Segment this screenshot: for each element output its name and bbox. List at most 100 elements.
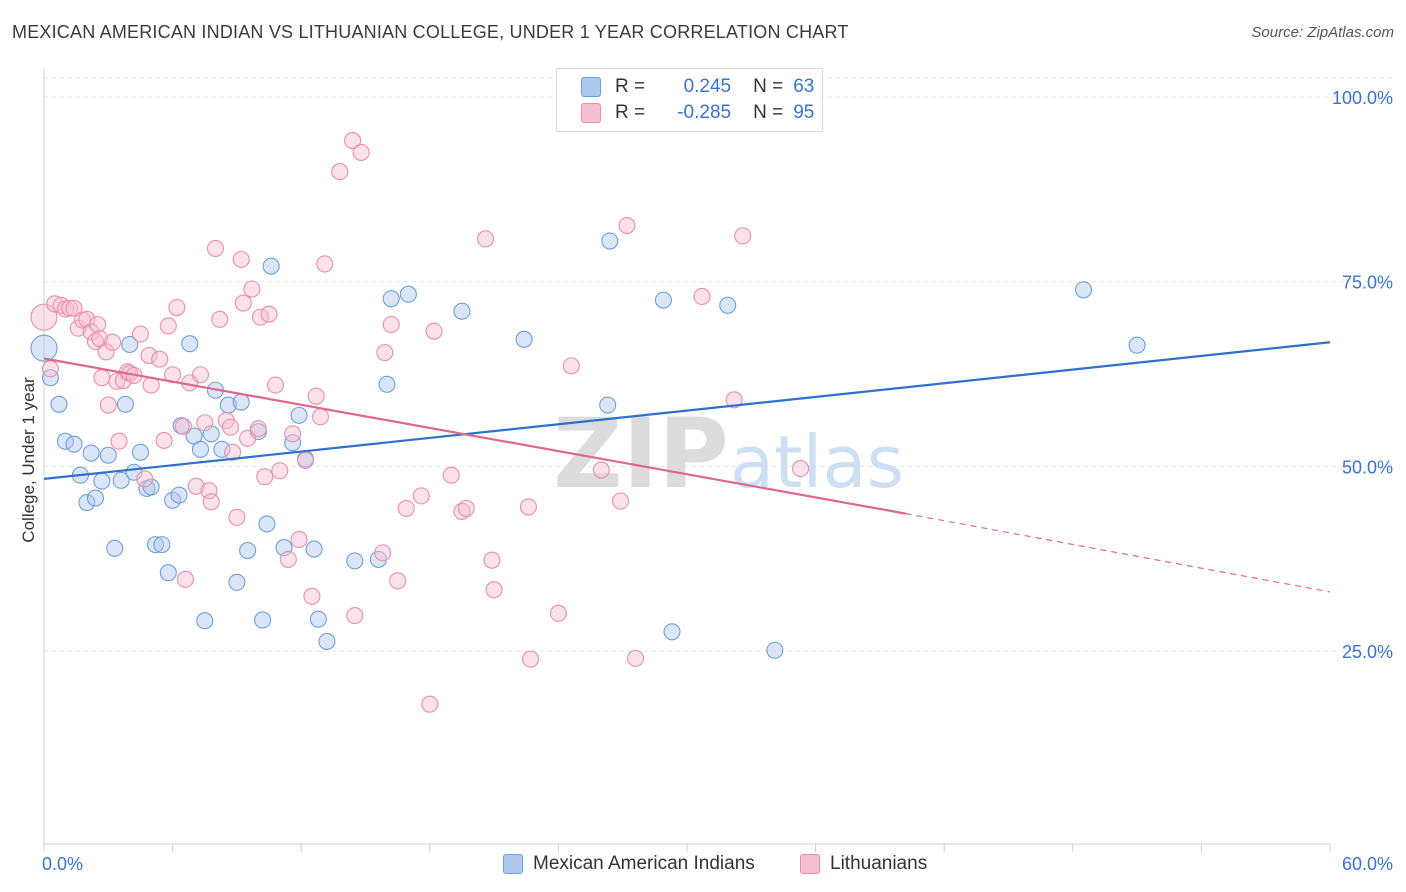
source-name[interactable]: ZipAtlas.com — [1307, 24, 1394, 41]
data-point[interactable] — [234, 294, 252, 312]
data-point[interactable] — [592, 461, 610, 479]
data-point[interactable] — [106, 539, 124, 557]
data-point[interactable] — [140, 346, 158, 365]
data-point[interactable] — [239, 429, 257, 447]
data-point[interactable] — [378, 375, 396, 393]
data-point[interactable] — [213, 440, 231, 458]
data-point[interactable] — [159, 564, 177, 582]
data-point[interactable] — [515, 330, 533, 348]
data-point[interactable] — [376, 344, 394, 362]
data-point[interactable] — [249, 420, 267, 438]
data-point[interactable] — [30, 334, 58, 362]
data-point[interactable] — [627, 649, 645, 667]
data-point[interactable] — [153, 536, 171, 554]
data-point[interactable] — [382, 315, 400, 334]
data-point[interactable] — [485, 581, 503, 599]
data-point[interactable] — [792, 459, 810, 478]
data-point[interactable] — [663, 623, 681, 641]
data-point[interactable] — [344, 132, 362, 150]
data-point[interactable] — [131, 443, 149, 461]
data-point[interactable] — [654, 291, 672, 309]
data-point[interactable] — [476, 230, 495, 248]
data-point[interactable] — [290, 530, 308, 549]
data-point[interactable] — [1074, 281, 1093, 299]
data-point[interactable] — [228, 508, 246, 526]
data-point[interactable] — [305, 540, 323, 558]
data-point[interactable] — [232, 250, 250, 269]
data-point[interactable] — [146, 536, 165, 554]
data-point[interactable] — [442, 466, 460, 484]
data-point[interactable] — [112, 471, 130, 489]
data-point[interactable] — [271, 462, 289, 480]
data-point[interactable] — [284, 434, 302, 452]
data-point[interactable] — [254, 611, 272, 629]
data-point[interactable] — [159, 317, 177, 335]
data-point[interactable] — [78, 310, 96, 328]
data-point[interactable] — [719, 296, 737, 314]
data-point[interactable] — [181, 335, 199, 353]
data-point[interactable] — [453, 302, 471, 320]
data-point[interactable] — [99, 396, 117, 414]
data-point[interactable] — [65, 299, 83, 317]
data-point[interactable] — [239, 541, 257, 560]
data-point[interactable] — [734, 227, 752, 245]
data-point[interactable] — [307, 387, 325, 405]
data-point[interactable] — [221, 418, 240, 436]
data-point[interactable] — [266, 376, 285, 394]
data-point[interactable] — [316, 255, 334, 273]
data-point[interactable] — [136, 470, 154, 488]
data-point[interactable] — [176, 570, 195, 588]
data-point[interactable] — [260, 305, 278, 323]
data-point[interactable] — [50, 395, 68, 413]
data-point[interactable] — [309, 610, 327, 628]
data-point[interactable] — [121, 335, 139, 354]
data-point[interactable] — [174, 417, 192, 435]
data-point[interactable] — [202, 493, 220, 511]
data-point[interactable] — [211, 310, 229, 328]
data-point[interactable] — [346, 552, 364, 570]
data-point[interactable] — [519, 498, 537, 516]
data-point[interactable] — [382, 290, 400, 308]
data-point[interactable] — [256, 468, 274, 486]
data-point[interactable] — [296, 451, 315, 469]
data-point[interactable] — [61, 299, 79, 317]
data-point[interactable] — [562, 357, 580, 375]
data-point[interactable] — [206, 239, 225, 257]
data-point[interactable] — [151, 350, 169, 368]
data-point[interactable] — [352, 143, 370, 161]
data-point[interactable] — [290, 406, 308, 424]
bottom-legend-pink[interactable]: Lithuanians — [800, 852, 927, 876]
data-point[interactable] — [599, 396, 617, 414]
data-point[interactable] — [104, 333, 122, 351]
data-point[interactable] — [110, 432, 128, 450]
data-point[interactable] — [601, 232, 619, 250]
data-point[interactable] — [412, 487, 430, 505]
data-point[interactable] — [78, 493, 96, 512]
data-point[interactable] — [196, 414, 214, 432]
data-point[interactable] — [116, 395, 134, 413]
data-point[interactable] — [93, 472, 111, 490]
data-point[interactable] — [155, 431, 173, 450]
data-point[interactable] — [521, 650, 540, 668]
data-point[interactable] — [131, 325, 149, 343]
data-point[interactable] — [311, 408, 330, 426]
data-point[interactable] — [279, 550, 297, 568]
data-point[interactable] — [549, 604, 567, 622]
data-point[interactable] — [425, 322, 443, 340]
data-point[interactable] — [399, 285, 417, 303]
data-point[interactable] — [397, 499, 415, 517]
data-point[interactable] — [318, 632, 336, 650]
data-point[interactable] — [303, 587, 321, 605]
data-point[interactable] — [1128, 336, 1146, 354]
data-point[interactable] — [99, 446, 117, 464]
data-point[interactable] — [725, 391, 743, 409]
data-point[interactable] — [258, 515, 276, 533]
data-point[interactable] — [82, 444, 100, 462]
data-point[interactable] — [93, 369, 111, 387]
data-point[interactable] — [374, 544, 392, 562]
data-point[interactable] — [389, 572, 407, 590]
data-point[interactable] — [168, 298, 186, 317]
data-point[interactable] — [108, 372, 126, 390]
data-point[interactable] — [766, 641, 784, 659]
data-point[interactable] — [65, 435, 83, 453]
